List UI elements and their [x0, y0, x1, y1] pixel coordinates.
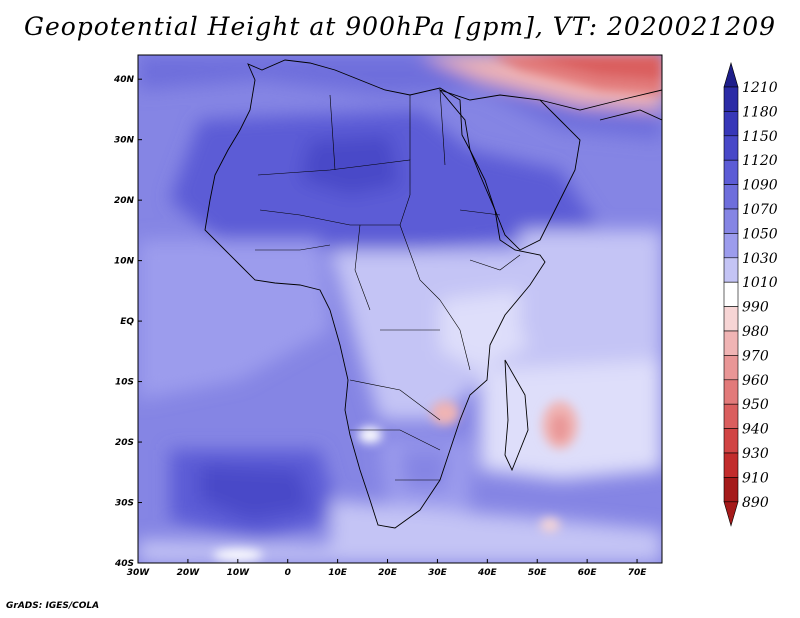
- x-tick-label: 20W: [177, 568, 201, 578]
- map-title: Geopotential Height at 900hPa [gpm], VT:…: [23, 12, 777, 41]
- x-tick-label: 70E: [628, 568, 648, 578]
- colorbar-label: 1010: [742, 275, 778, 291]
- colorbar-swatch: [723, 403, 739, 429]
- x-tick-label: 50E: [528, 568, 548, 578]
- x-tick-label: 0: [285, 568, 291, 578]
- colorbar: 1210 1180 1150 1120 1090 1070 1050 1030 1010 990 9…: [723, 61, 778, 527]
- colorbar-label: 1090: [742, 178, 778, 194]
- x-tick-label: 10W: [227, 568, 251, 578]
- colorbar-swatch: [723, 86, 739, 112]
- colorbar-label: 890: [742, 495, 769, 511]
- colorbar-swatch: [723, 184, 739, 210]
- colorbar-label: 940: [742, 422, 769, 438]
- colorbar-swatch: [723, 281, 739, 307]
- colorbar-label: 950: [742, 397, 769, 413]
- x-tick-label: 20E: [378, 568, 398, 578]
- colorbar-swatch: [723, 111, 739, 137]
- map-frame: [137, 54, 663, 564]
- colorbar-top-arrow: [723, 61, 739, 88]
- y-tick-label: 30N: [114, 136, 135, 146]
- coastline: [204, 59, 662, 529]
- colorbar-swatch: [723, 452, 739, 478]
- y-tick-label: 10S: [115, 378, 134, 388]
- colorbar-label: 1210: [742, 80, 778, 96]
- colorbar-label: 970: [742, 348, 769, 364]
- x-tick-label: 40E: [477, 568, 498, 578]
- x-tick-label: 30E: [428, 568, 448, 578]
- x-tick-label: 60E: [578, 568, 598, 578]
- grads-credit: GrADS: IGES/COLA: [6, 601, 100, 611]
- colorbar-swatch: [723, 355, 739, 381]
- colorbar-swatch: [723, 306, 739, 332]
- y-tick-label: 10N: [114, 257, 135, 267]
- colorbar-label: 1150: [742, 129, 778, 145]
- x-axis: 30W 20W 10W 0 10E 20E 30E 40E 50E 60E 70E: [127, 559, 647, 578]
- colorbar-label: 1030: [742, 251, 778, 267]
- y-tick-label: 40N: [113, 75, 135, 85]
- y-tick-label: EQ: [120, 317, 134, 327]
- colorbar-swatch: [723, 330, 739, 356]
- colorbar-label: 960: [742, 373, 769, 389]
- colorbar-label: 990: [742, 300, 769, 316]
- colorbar-swatch: [723, 208, 739, 234]
- colorbar-label: 1180: [742, 104, 778, 120]
- country-borders: [255, 89, 521, 481]
- colorbar-label: 1050: [742, 226, 778, 242]
- colorbar-label: 1070: [742, 202, 778, 218]
- colorbar-swatch: [723, 428, 739, 454]
- y-tick-label: 20S: [115, 438, 134, 448]
- colorbar-label: 910: [742, 470, 769, 486]
- y-tick-label: 30S: [115, 499, 134, 509]
- colorbar-swatch: [723, 233, 739, 259]
- y-tick-label: 40S: [114, 559, 134, 569]
- y-tick-label: 20N: [114, 196, 135, 206]
- x-tick-label: 10E: [328, 568, 348, 578]
- x-tick-label: 30W: [127, 568, 151, 578]
- colorbar-label: 930: [742, 446, 769, 462]
- colorbar-bottom-arrow: [723, 501, 739, 527]
- height-field: [138, 55, 662, 563]
- y-axis: 40N 30N 20N 10N EQ 10S 20S 30S 40S: [113, 75, 142, 569]
- colorbar-swatch: [723, 135, 739, 161]
- colorbar-swatch: [723, 257, 739, 283]
- colorbar-label: 1120: [742, 153, 778, 169]
- colorbar-label: 980: [742, 324, 769, 340]
- colorbar-swatch: [723, 477, 739, 503]
- colorbar-swatch: [723, 159, 739, 185]
- colorbar-swatch: [723, 379, 739, 405]
